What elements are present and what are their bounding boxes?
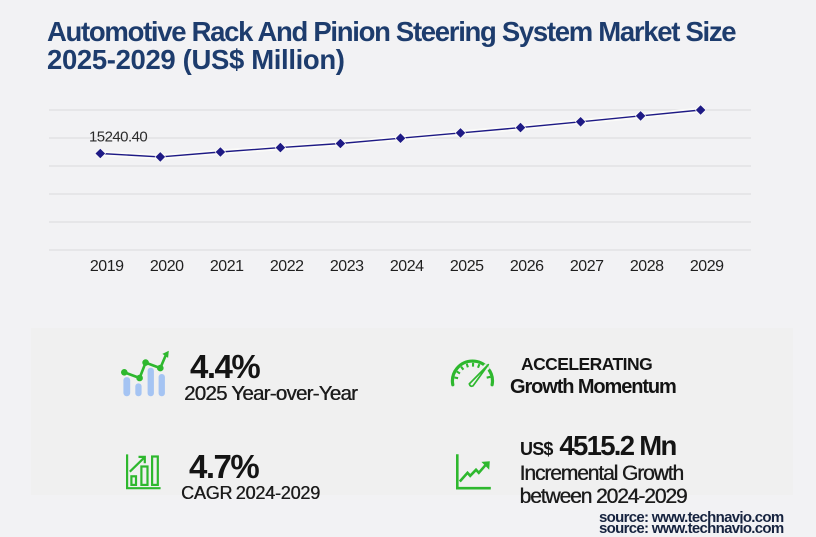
svg-text:2026: 2026	[510, 258, 544, 275]
svg-text:2024: 2024	[390, 258, 424, 275]
svg-text:2028: 2028	[630, 258, 664, 275]
svg-text:2020: 2020	[150, 258, 184, 275]
svg-text:2021: 2021	[210, 258, 244, 275]
svg-text:2019: 2019	[90, 258, 124, 275]
svg-text:2025: 2025	[450, 258, 484, 275]
svg-text:2023: 2023	[330, 258, 364, 275]
svg-text:2022: 2022	[270, 258, 304, 275]
svg-text:2027: 2027	[570, 258, 604, 275]
svg-text:2029: 2029	[690, 258, 724, 275]
svg-text:15240.40: 15240.40	[89, 129, 147, 146]
